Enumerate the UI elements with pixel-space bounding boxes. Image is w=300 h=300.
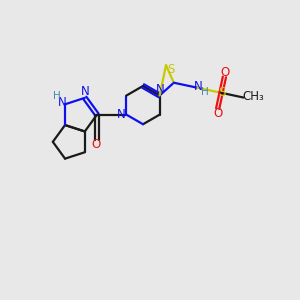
Text: CH₃: CH₃ — [242, 90, 264, 104]
Text: H: H — [53, 91, 61, 101]
Text: N: N — [81, 85, 90, 98]
Text: N: N — [58, 96, 67, 109]
Text: O: O — [92, 139, 101, 152]
Text: N: N — [156, 82, 165, 95]
Text: H: H — [201, 88, 208, 98]
Text: N: N — [194, 80, 203, 93]
Text: O: O — [214, 107, 223, 120]
Text: O: O — [220, 66, 230, 79]
Text: N: N — [117, 108, 125, 121]
Text: S: S — [218, 86, 225, 99]
Text: S: S — [167, 63, 175, 76]
